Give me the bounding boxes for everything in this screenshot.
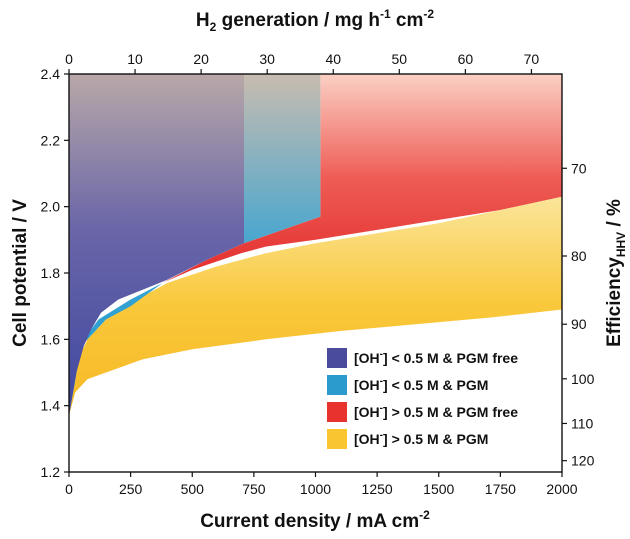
x-tick-label: 750	[242, 481, 266, 497]
right-tick-label: 70	[571, 160, 587, 176]
legend-label: [OH-] > 0.5 M & PGM free	[354, 403, 518, 420]
y-tick-label: 1.2	[41, 464, 61, 480]
top-axis-title: H2 generation / mg h-1 cm-2	[196, 7, 434, 34]
x-tick-label: 1750	[485, 481, 516, 497]
right-tick-label: 100	[571, 371, 595, 387]
y-axis-ticks: 1.2 1.4 1.6 1.8 2.0 2.2 2.4	[41, 66, 69, 480]
top-tick-label: 70	[524, 51, 540, 67]
x-axis-title: Current density / mA cm-2	[200, 508, 430, 532]
x-tick-label: 0	[65, 481, 73, 497]
y-tick-label: 1.4	[41, 398, 61, 414]
right-tick-label: 80	[571, 248, 587, 264]
legend-swatch	[327, 348, 347, 368]
x-tick-label: 250	[119, 481, 143, 497]
legend-label: [OH-] < 0.5 M & PGM free	[354, 349, 518, 366]
top-tick-label: 10	[127, 51, 143, 67]
legend-swatch	[327, 402, 347, 422]
right-axis-title: EfficiencyHHV / %	[604, 199, 628, 347]
y-tick-label: 2.4	[41, 66, 61, 82]
legend-label: [OH-] > 0.5 M & PGM	[354, 430, 488, 447]
legend-swatch	[327, 429, 347, 449]
area-ph-lt05-pgm	[69, 74, 321, 416]
top-tick-label: 20	[193, 51, 209, 67]
right-tick-label: 120	[571, 453, 595, 469]
legend-label: [OH-] < 0.5 M & PGM	[354, 376, 488, 393]
y-tick-label: 1.6	[41, 331, 61, 347]
area-ph-lt05-pgm-free	[69, 74, 244, 416]
right-tick-label: 90	[571, 316, 587, 332]
area-ph-gt05-pgm-free	[162, 74, 562, 283]
right-tick-label: 110	[571, 415, 594, 431]
top-tick-label: 0	[65, 51, 73, 67]
y-tick-label: 1.8	[41, 265, 61, 281]
y-tick-label: 2.0	[41, 199, 61, 215]
legend-swatch	[327, 375, 347, 395]
legend: [OH-] < 0.5 M & PGM free [OH-] < 0.5 M & …	[327, 348, 518, 449]
x-tick-label: 1250	[362, 481, 393, 497]
x-tick-label: 1000	[300, 481, 331, 497]
area-ph-gt05-pgm	[69, 196, 562, 416]
top-axis-ticks: 0 10 20 30 40 50 60 70	[65, 51, 539, 74]
right-axis-ticks: 70 80 90 100 110 120	[562, 160, 595, 469]
top-tick-label: 30	[259, 51, 275, 67]
y-axis-title: Cell potential / V	[10, 199, 31, 347]
top-tick-label: 60	[458, 51, 474, 67]
top-tick-label: 50	[392, 51, 408, 67]
x-tick-label: 1500	[423, 481, 454, 497]
x-tick-label: 500	[181, 481, 205, 497]
y-tick-label: 2.2	[41, 132, 61, 148]
chart-areas	[69, 74, 562, 416]
x-axis-ticks: 0 250 500 750 1000 1250 1500 1750 2000	[65, 472, 578, 497]
top-tick-label: 40	[325, 51, 341, 67]
x-tick-label: 2000	[546, 481, 577, 497]
